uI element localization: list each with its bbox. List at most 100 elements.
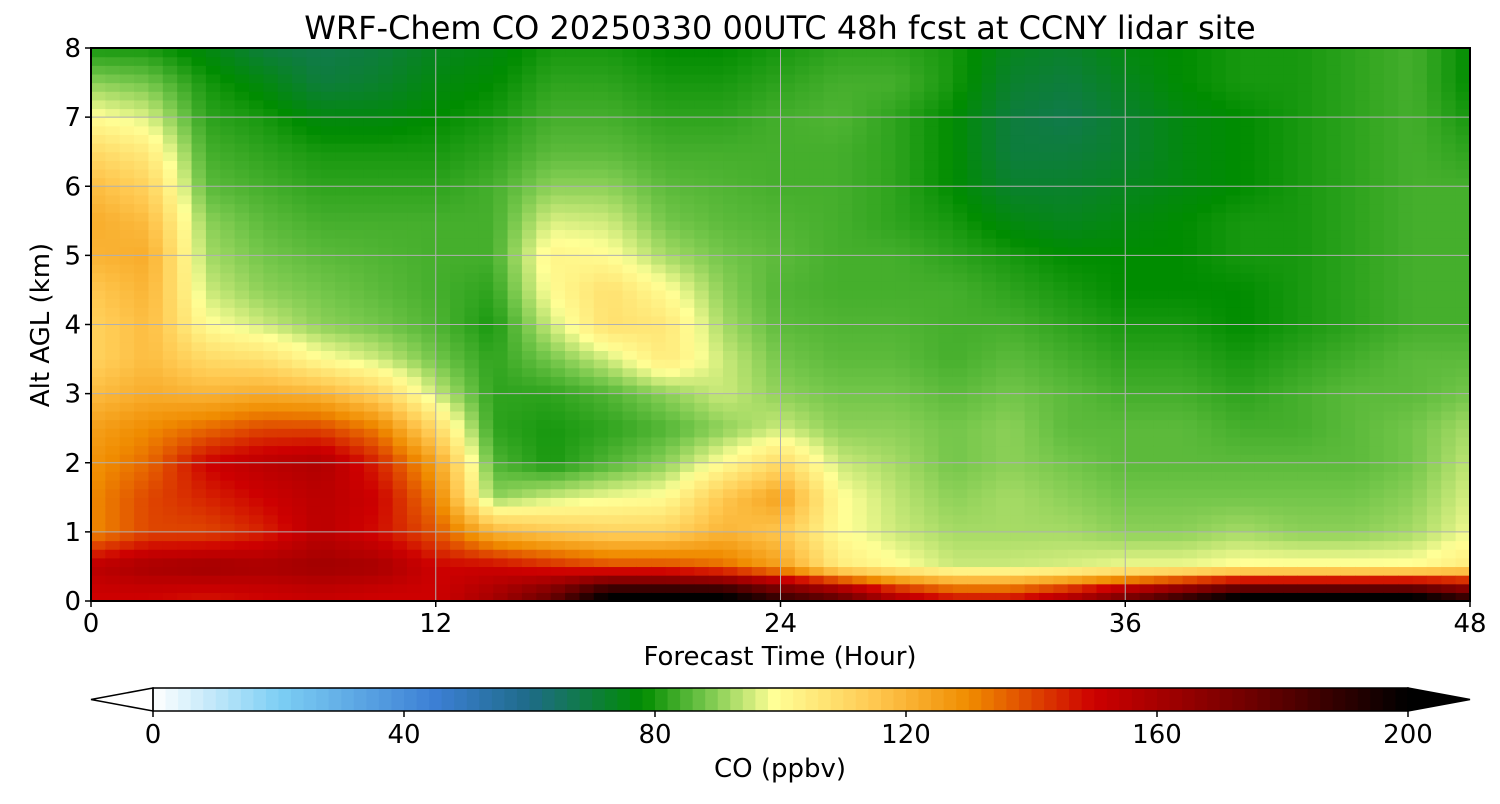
heatmap-cell [794,376,810,386]
heatmap-cell [450,151,466,161]
heatmap-cell [378,281,394,291]
heatmap-cell [234,272,250,282]
heatmap-cell [1125,281,1141,291]
heatmap-cell [809,143,825,153]
heatmap-cell [1053,82,1069,92]
heatmap-cell [493,454,509,464]
heatmap-cell [837,410,853,421]
heatmap-cell [751,289,767,300]
heatmap-cell [349,255,365,265]
heatmap-cell [162,65,178,75]
heatmap-cell [1082,65,1098,75]
heatmap-cell [450,298,466,308]
heatmap-cell [608,48,624,58]
heatmap-cell [565,557,580,568]
heatmap-cell [981,160,997,170]
heatmap-cell [579,540,595,550]
heatmap-cell [823,143,839,153]
heatmap-cell [435,56,451,66]
heatmap-cell [1096,341,1112,352]
heatmap-cell [881,177,897,187]
heatmap-cell [608,194,624,205]
heatmap-cell [924,99,940,110]
heatmap-cell [809,583,825,593]
heatmap-cell [493,445,509,455]
heatmap-cell [1197,488,1213,498]
heatmap-cell [1139,220,1155,231]
heatmap-cell [565,229,580,239]
heatmap-cell [277,575,293,585]
heatmap-cell [1110,436,1126,447]
heatmap-cell [277,384,293,395]
heatmap-cell [177,341,193,352]
heatmap-cell [622,315,638,326]
heatmap-cell [823,264,839,274]
heatmap-cell [1197,324,1213,334]
heatmap-cell [177,48,193,58]
heatmap-cell [766,471,782,481]
heatmap-cell [1125,264,1141,274]
heatmap-cell [435,168,451,179]
heatmap-cell [205,514,221,524]
heatmap-cell [349,307,365,317]
heatmap-cell [1153,575,1169,585]
heatmap-cell [148,307,164,317]
heatmap-cell [967,410,983,421]
heatmap-cell [694,540,710,550]
heatmap-cell [766,298,782,308]
heatmap-cell [565,272,580,282]
heatmap-cell [435,238,451,248]
heatmap-cell [91,186,106,196]
heatmap-cell [536,566,552,576]
heatmap-cell [421,592,437,601]
heatmap-cell [694,480,710,490]
heatmap-cell [1010,471,1026,481]
heatmap-cell [708,91,724,101]
heatmap-cell [392,255,408,265]
heatmap-cell [249,99,264,110]
heatmap-cell [320,99,336,110]
heatmap-cell [91,350,106,360]
heatmap-cell [507,384,523,395]
heatmap-cell [320,592,336,601]
heatmap-cell [363,48,379,58]
heatmap-cell [780,143,796,153]
heatmap-cell [421,117,437,127]
heatmap-cell [407,212,422,222]
heatmap-cell [1067,324,1083,334]
heatmap-cell [694,117,710,127]
heatmap-cell [1153,531,1169,542]
heatmap-cell [536,402,552,412]
heatmap-cell [91,497,106,507]
heatmap-cell [134,540,150,550]
heatmap-cell [1010,160,1026,170]
heatmap-cell [866,376,882,386]
heatmap-cell [766,264,782,274]
heatmap-cell [392,212,408,222]
heatmap-cell [263,419,279,429]
heatmap-cell [694,289,710,300]
heatmap-cell [708,436,724,447]
heatmap-cell [119,583,135,593]
heatmap-cell [191,73,207,84]
heatmap-cell [292,315,308,326]
heatmap-cell [981,65,997,75]
heatmap-cell [421,359,437,369]
heatmap-cell [91,255,106,265]
heatmap-cell [723,238,738,248]
heatmap-cell [608,350,624,360]
heatmap-cell [263,73,279,84]
heatmap-cell [320,436,336,447]
heatmap-cell [837,91,853,101]
heatmap-cell [1139,125,1155,136]
heatmap-cell [234,203,250,213]
heatmap-cell [909,238,925,248]
heatmap-cell [1197,307,1213,317]
heatmap-cell [1139,65,1155,75]
heatmap-cell [220,384,236,395]
heatmap-cell [306,125,322,136]
heatmap-cell [766,333,782,343]
heatmap-cell [579,48,595,58]
heatmap-cell [249,91,264,101]
heatmap-cell [421,82,437,92]
